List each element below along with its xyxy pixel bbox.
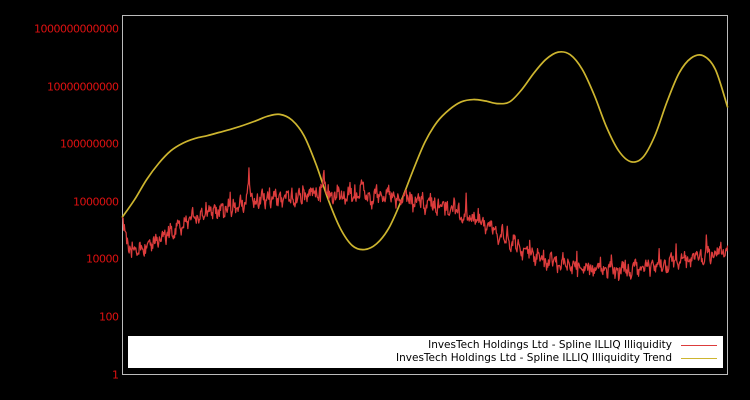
legend-item-illiquidity[interactable]: InvesTech Holdings Ltd - Spline ILLIQ Il… <box>134 339 717 352</box>
y-tick-label: 100000000 <box>60 137 119 151</box>
y-tick-label: 1000000 <box>73 195 119 209</box>
legend-swatch-illiquidity <box>681 345 717 346</box>
legend-swatch-illiquidity-trend <box>681 358 717 359</box>
series-layer <box>121 50 729 281</box>
series-line-illiquidity <box>121 167 729 281</box>
chart-legend: InvesTech Holdings Ltd - Spline ILLIQ Il… <box>128 336 723 368</box>
y-tick-label: 1000000000000 <box>34 22 119 36</box>
y-tick-label: 1 <box>112 368 119 381</box>
legend-label-illiquidity-trend: InvesTech Holdings Ltd - Spline ILLIQ Il… <box>396 352 672 364</box>
legend-label-illiquidity: InvesTech Holdings Ltd - Spline ILLIQ Il… <box>428 339 672 351</box>
legend-item-illiquidity-trend[interactable]: InvesTech Holdings Ltd - Spline ILLIQ Il… <box>134 352 717 365</box>
y-tick-label: 100 <box>99 310 119 324</box>
y-tick-label: 10000000000 <box>47 80 119 94</box>
y-tick-label: 10000 <box>86 252 119 266</box>
series-line-illiquidity-trend <box>121 50 729 251</box>
axes-frame <box>122 15 728 375</box>
